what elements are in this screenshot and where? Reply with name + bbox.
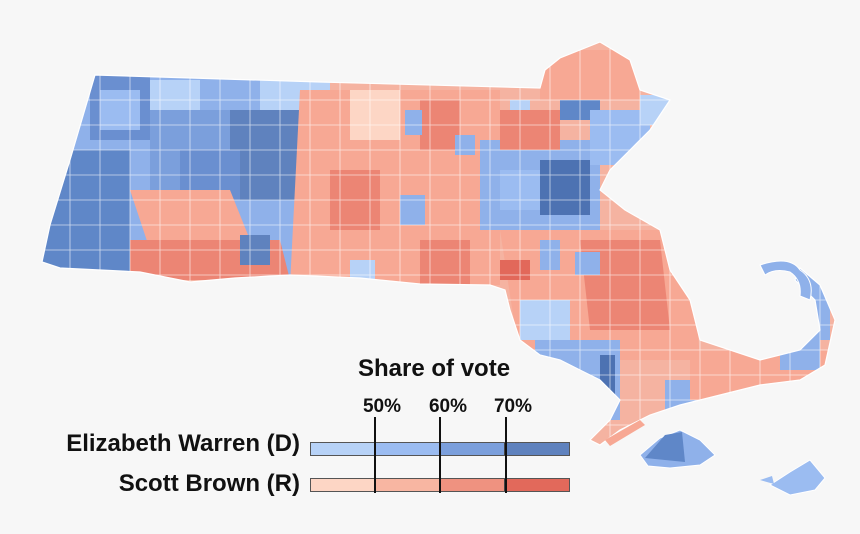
state-outline bbox=[41, 41, 836, 446]
legend-title: Share of vote bbox=[358, 355, 511, 382]
elizabeth-islands bbox=[605, 420, 645, 446]
legend-swatch bbox=[505, 443, 569, 455]
legend-candidate-warren: Elizabeth Warren (D) bbox=[66, 430, 300, 457]
legend-candidate-brown: Scott Brown (R) bbox=[118, 470, 300, 497]
legend-swatch bbox=[375, 479, 441, 491]
nantucket bbox=[768, 459, 826, 496]
legend-divider-60 bbox=[439, 417, 441, 493]
legend-swatch bbox=[505, 479, 569, 491]
legend-swatch bbox=[311, 479, 376, 491]
marthas-vineyard-west bbox=[645, 432, 685, 462]
cape-cod-tip bbox=[759, 260, 812, 301]
legend-swatch bbox=[375, 443, 441, 455]
legend-swatch bbox=[440, 479, 506, 491]
legend-swatch bbox=[440, 443, 506, 455]
legend-tick-50: 50% bbox=[362, 396, 402, 417]
legend-swatch bbox=[311, 443, 376, 455]
legend-tick-70: 70% bbox=[493, 396, 533, 417]
legend-tick-60: 60% bbox=[428, 396, 468, 417]
legend-divider-50 bbox=[374, 417, 376, 493]
legend-divider-70 bbox=[505, 417, 507, 493]
tuckernuck bbox=[760, 476, 774, 484]
